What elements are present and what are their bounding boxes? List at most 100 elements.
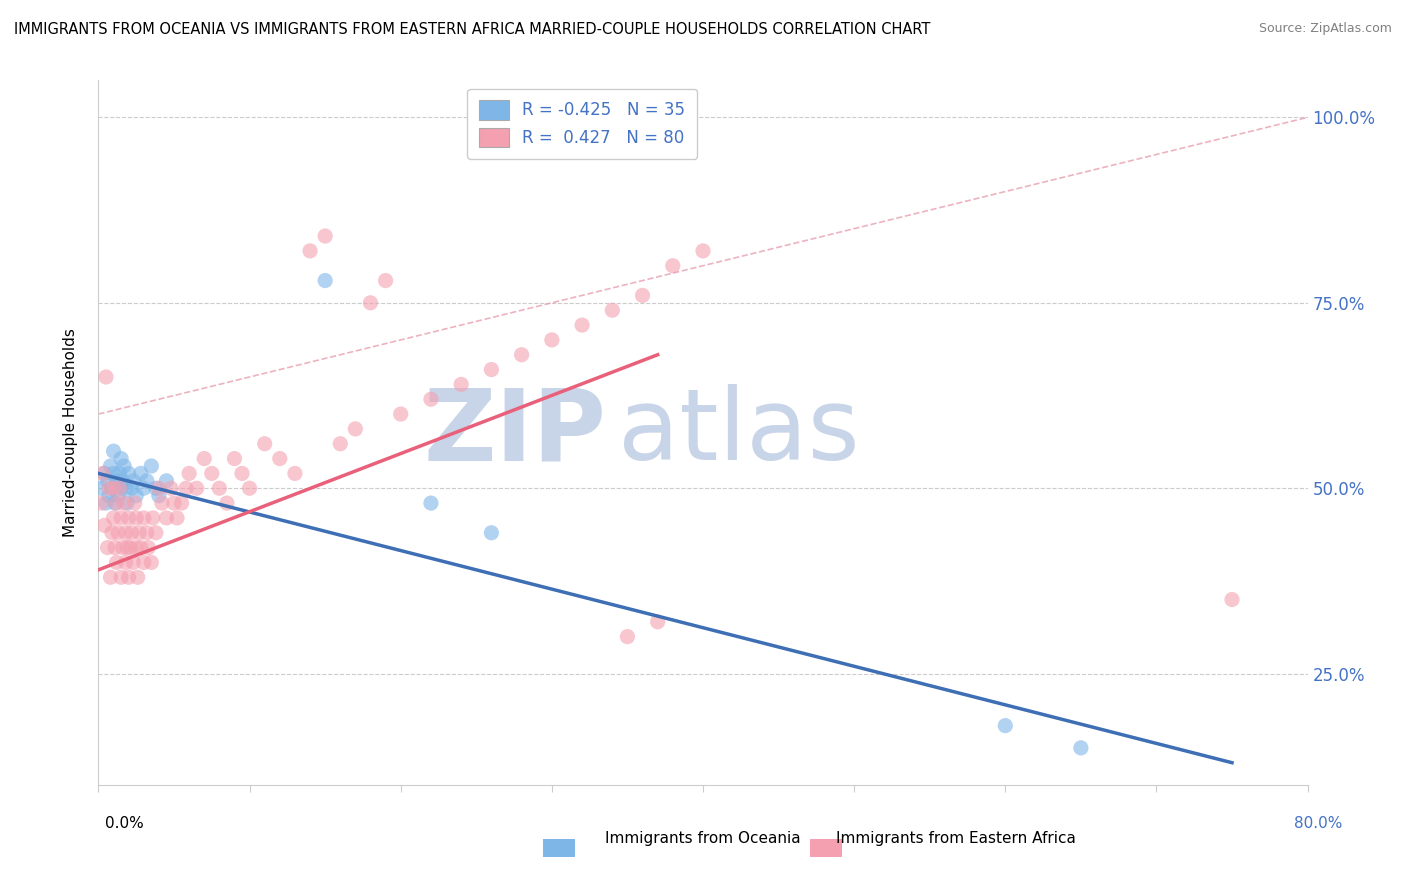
Point	[105, 496, 128, 510]
Point	[224, 451, 246, 466]
Point	[103, 467, 125, 481]
Point	[110, 451, 132, 466]
Point	[389, 407, 412, 421]
Point	[100, 458, 122, 473]
Point	[118, 511, 141, 525]
Point	[692, 244, 714, 258]
Point	[104, 541, 127, 555]
Point	[142, 511, 165, 525]
Text: 80.0%: 80.0%	[1295, 816, 1343, 831]
Point	[150, 496, 173, 510]
Point	[253, 436, 276, 450]
Point	[110, 570, 132, 584]
Point	[107, 525, 129, 540]
Point	[128, 525, 150, 540]
Point	[105, 474, 128, 488]
Point	[481, 525, 503, 540]
Point	[114, 556, 136, 570]
Point	[135, 525, 157, 540]
Text: Source: ZipAtlas.com: Source: ZipAtlas.com	[1258, 22, 1392, 36]
Point	[107, 489, 129, 503]
Point	[108, 481, 131, 495]
Point	[481, 362, 503, 376]
Point	[121, 525, 143, 540]
Point	[90, 496, 112, 510]
Point	[571, 318, 593, 332]
Point	[112, 458, 135, 473]
Point	[125, 541, 148, 555]
Point	[101, 525, 124, 540]
Point	[155, 474, 177, 488]
Point	[121, 481, 143, 495]
Point	[994, 718, 1017, 732]
Point	[141, 556, 163, 570]
Point	[91, 467, 114, 481]
Text: Immigrants from Oceania: Immigrants from Oceania	[605, 831, 801, 847]
Point	[101, 481, 124, 495]
Point	[193, 451, 215, 466]
Point	[93, 518, 115, 533]
Point	[420, 392, 443, 407]
Point	[186, 481, 208, 495]
Point	[179, 467, 201, 481]
Point	[103, 481, 125, 495]
Point	[602, 303, 624, 318]
Point	[96, 541, 118, 555]
Point	[450, 377, 472, 392]
Point	[135, 474, 157, 488]
Point	[98, 481, 121, 495]
Point	[145, 481, 167, 495]
Point	[96, 474, 118, 488]
Point	[132, 556, 155, 570]
Text: Immigrants from Eastern Africa: Immigrants from Eastern Africa	[837, 831, 1076, 847]
Point	[540, 333, 562, 347]
Point	[122, 556, 145, 570]
Point	[208, 481, 231, 495]
Point	[110, 481, 132, 495]
Point	[100, 570, 122, 584]
Point	[1070, 740, 1092, 755]
Point	[160, 481, 183, 495]
Point	[145, 525, 167, 540]
Text: ZIP: ZIP	[423, 384, 606, 481]
Point	[115, 541, 138, 555]
Point	[647, 615, 669, 629]
Point	[166, 511, 188, 525]
Point	[122, 474, 145, 488]
Text: atlas: atlas	[619, 384, 860, 481]
Point	[112, 496, 135, 510]
Point	[314, 274, 336, 288]
Point	[616, 630, 638, 644]
Point	[141, 458, 163, 473]
Point	[114, 481, 136, 495]
Point	[124, 496, 146, 510]
Point	[132, 481, 155, 495]
Point	[111, 474, 134, 488]
Point	[118, 570, 141, 584]
Point	[239, 481, 262, 495]
Point	[94, 370, 117, 384]
Point	[115, 496, 138, 510]
Point	[661, 259, 683, 273]
Point	[104, 496, 127, 510]
Point	[129, 467, 152, 481]
Point	[299, 244, 322, 258]
Point	[110, 511, 132, 525]
Point	[118, 467, 141, 481]
Point	[631, 288, 654, 302]
Point	[1220, 592, 1243, 607]
Point	[344, 422, 367, 436]
Point	[148, 489, 170, 503]
Point	[170, 496, 193, 510]
Point	[111, 541, 134, 555]
Point	[127, 570, 149, 584]
Legend: R = -0.425   N = 35, R =  0.427   N = 80: R = -0.425 N = 35, R = 0.427 N = 80	[467, 88, 697, 159]
Text: 0.0%: 0.0%	[105, 816, 145, 831]
Point	[374, 274, 396, 288]
Point	[129, 541, 152, 555]
Point	[132, 511, 155, 525]
Point	[284, 467, 307, 481]
Point	[105, 556, 128, 570]
Point	[136, 541, 159, 555]
Point	[201, 467, 224, 481]
